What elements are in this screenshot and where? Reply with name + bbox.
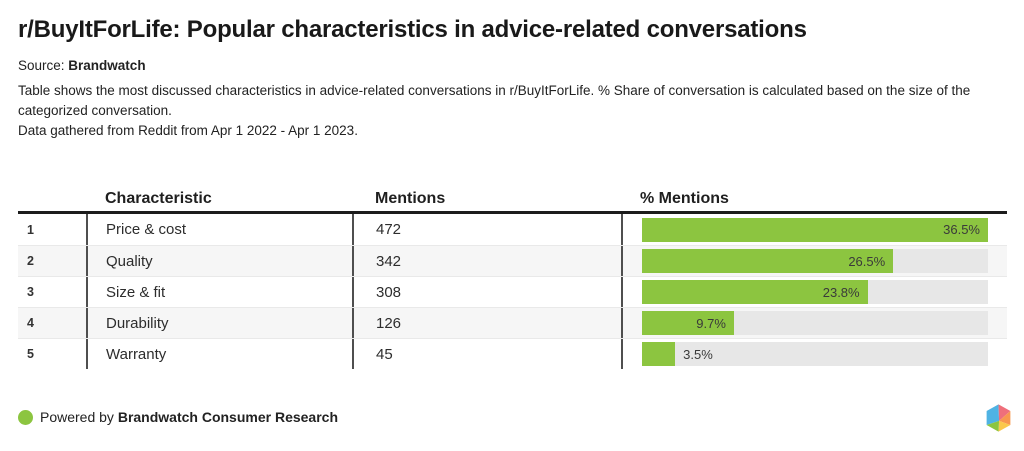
bar-fill: 36.5% <box>642 217 988 242</box>
column-header-mentions: Mentions <box>375 189 446 207</box>
row-bar-cell: 3.5% <box>621 339 1007 369</box>
table-row: 1 Price & cost 472 36.5% <box>18 214 1007 245</box>
row-rank: 5 <box>27 347 34 361</box>
row-characteristic: Warranty <box>86 339 352 369</box>
bar-fill: 9.7% <box>642 311 734 335</box>
bar-value-label: 3.5% <box>683 346 713 362</box>
row-rank: 2 <box>27 254 34 268</box>
row-characteristic: Price & cost <box>86 214 352 245</box>
table-row: 3 Size & fit 308 23.8% <box>18 276 1007 307</box>
bar-track: 9.7% <box>642 311 988 335</box>
powered-by-footer: Powered by Brandwatch Consumer Research <box>18 409 338 425</box>
description-text: Table shows the most discussed character… <box>18 83 971 118</box>
brandwatch-hexagon-logo-icon <box>986 404 1011 432</box>
bar-fill: 23.8% <box>642 280 868 304</box>
page-title: r/BuyItForLife: Popular characteristics … <box>18 16 807 43</box>
table-row: 2 Quality 342 26.5% <box>18 245 1007 276</box>
table-row: 5 Warranty 45 3.5% <box>18 338 1007 369</box>
row-mentions: 126 <box>352 308 621 338</box>
bar-value-label: 23.8% <box>822 284 860 300</box>
bar-value-label: 26.5% <box>848 253 886 269</box>
row-rank: 4 <box>27 316 34 330</box>
brand-dot-icon <box>18 409 33 425</box>
column-header-characteristic: Characteristic <box>105 189 212 207</box>
column-header-pct-mentions: % Mentions <box>640 189 729 207</box>
bar-track: 3.5% <box>642 342 988 366</box>
row-bar-cell: 36.5% <box>621 214 1007 245</box>
bar-track: 23.8% <box>642 280 988 304</box>
source-value: Brandwatch <box>68 58 146 73</box>
table-header-row: Characteristic Mentions % Mentions <box>18 186 1007 214</box>
brand-name: Brandwatch Consumer Research <box>117 409 339 425</box>
row-characteristic: Quality <box>86 246 352 276</box>
row-bar-cell: 26.5% <box>621 246 1007 276</box>
table-body: 1 Price & cost 472 36.5% 2 Quality 342 2… <box>18 214 1007 369</box>
bar-fill <box>642 342 676 366</box>
row-characteristic: Durability <box>86 308 352 338</box>
description-block: Table shows the most discussed character… <box>18 81 1010 141</box>
source-line: Source: Brandwatch <box>18 58 146 73</box>
bar-value-label: 9.7% <box>696 315 726 331</box>
row-mentions: 472 <box>352 214 621 245</box>
bar-track: 36.5% <box>642 217 988 242</box>
row-characteristic: Size & fit <box>86 277 352 307</box>
bar-track: 26.5% <box>642 249 988 273</box>
table-row: 4 Durability 126 9.7% <box>18 307 1007 338</box>
source-label: Source: <box>18 58 65 73</box>
row-mentions: 45 <box>352 339 621 369</box>
characteristics-table: Characteristic Mentions % Mentions 1 Pri… <box>18 186 1007 369</box>
bar-fill: 26.5% <box>642 249 894 273</box>
row-rank: 3 <box>27 285 34 299</box>
row-mentions: 342 <box>352 246 621 276</box>
powered-by-text: Powered by Brandwatch Consumer Research <box>40 409 338 425</box>
bar-value-label: 36.5% <box>943 222 980 237</box>
row-bar-cell: 9.7% <box>621 308 1007 338</box>
date-note: Data gathered from Reddit from Apr 1 202… <box>18 123 358 138</box>
powered-by-label: Powered by <box>40 409 114 425</box>
row-bar-cell: 23.8% <box>621 277 1007 307</box>
row-mentions: 308 <box>352 277 621 307</box>
row-rank: 1 <box>27 222 34 237</box>
